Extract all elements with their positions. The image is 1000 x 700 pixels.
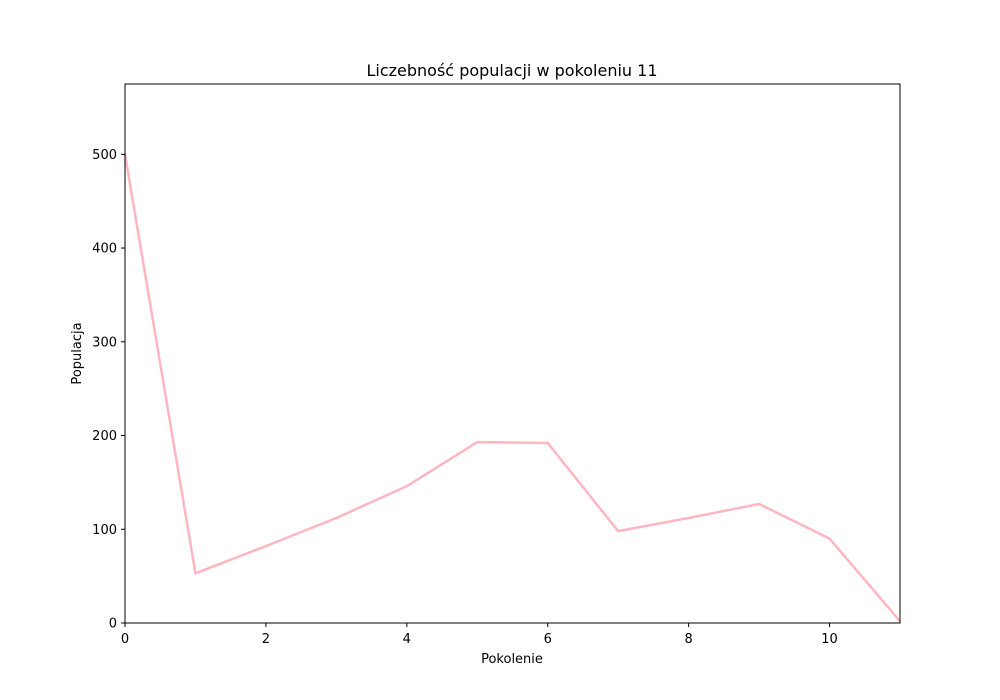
y-tick-label: 200	[92, 429, 117, 444]
x-axis-label: Pokolenie	[481, 652, 543, 667]
y-tick-label: 0	[109, 617, 117, 632]
x-tick-label: 0	[121, 632, 129, 647]
x-tick-label: 6	[544, 632, 552, 647]
plot-frame	[124, 83, 901, 624]
chart-title: Liczebność populacji w pokoleniu 11	[366, 61, 657, 80]
x-axis-ticks: 0 2 4 6 8 10	[121, 623, 838, 647]
x-tick-label: 2	[262, 632, 270, 647]
x-tick-label: 10	[821, 632, 838, 647]
x-tick-label: 4	[403, 632, 411, 647]
series-line-0	[123, 154, 901, 622]
y-tick-label: 100	[92, 523, 117, 538]
y-tick-label: 300	[92, 335, 117, 350]
plot-series-layer	[123, 154, 901, 622]
y-tick-label: 500	[92, 148, 117, 163]
y-axis-label: Populacja	[70, 322, 85, 384]
y-axis-ticks: 0 100 200 300 400 500	[92, 148, 125, 632]
x-tick-label: 8	[684, 632, 692, 647]
y-tick-label: 400	[92, 242, 117, 257]
